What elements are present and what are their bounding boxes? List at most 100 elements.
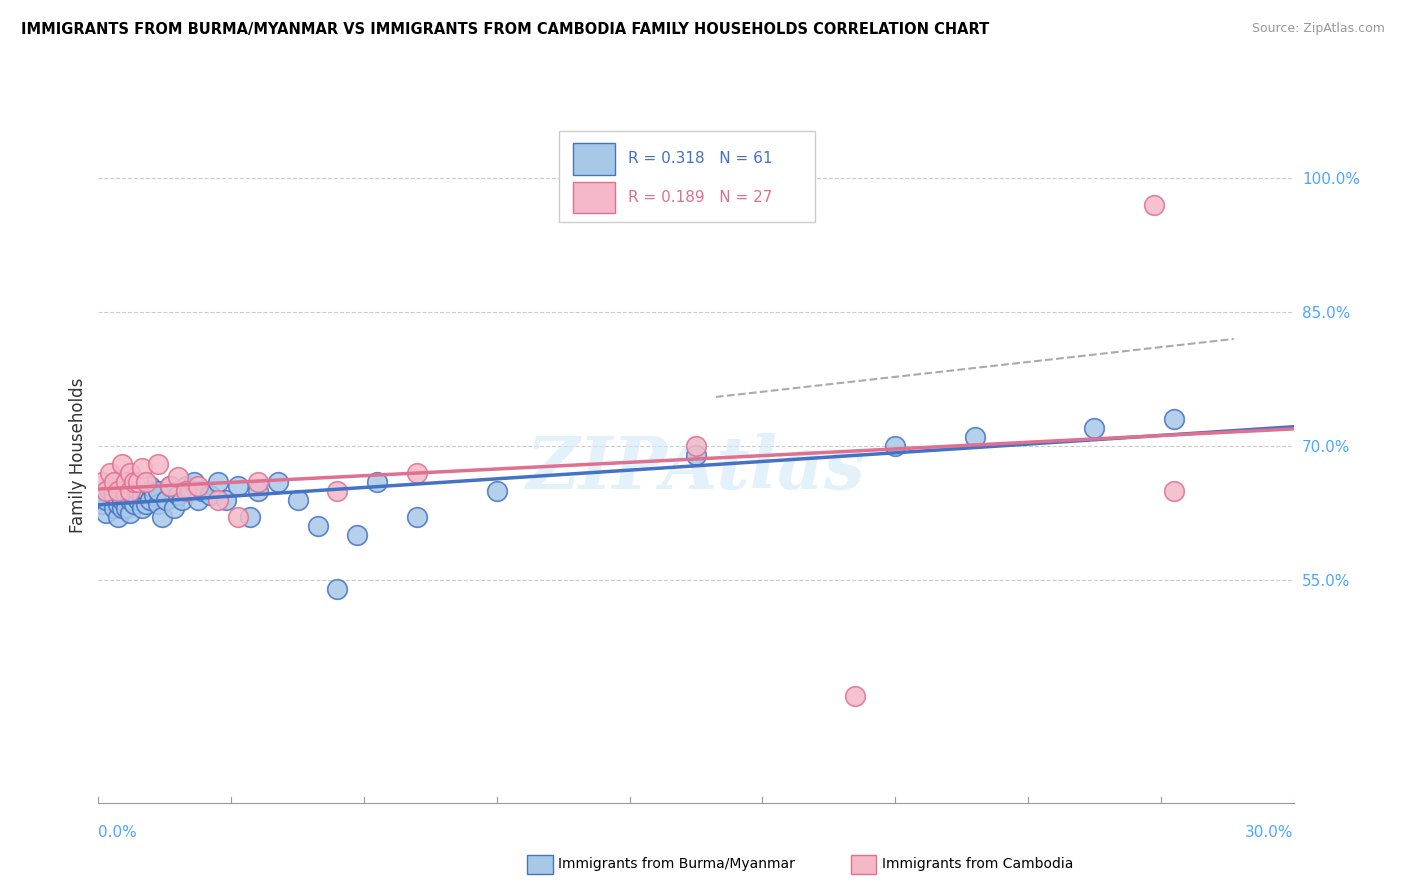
Point	[150, 510, 173, 524]
Text: R = 0.189   N = 27: R = 0.189 N = 27	[628, 190, 772, 205]
Point	[148, 457, 170, 471]
Point	[485, 483, 508, 498]
Text: IMMIGRANTS FROM BURMA/MYANMAR VS IMMIGRANTS FROM CAMBODIA FAMILY HOUSEHOLDS CORR: IMMIGRANTS FROM BURMA/MYANMAR VS IMMIGRA…	[21, 22, 990, 37]
Point	[406, 466, 429, 480]
Point	[127, 492, 149, 507]
Point	[127, 475, 149, 489]
Point	[267, 475, 290, 489]
Point	[174, 479, 197, 493]
Text: Immigrants from Cambodia: Immigrants from Cambodia	[882, 857, 1073, 871]
Point	[187, 492, 209, 507]
Point	[884, 439, 907, 453]
Point	[346, 528, 368, 542]
Point	[163, 501, 186, 516]
Point	[115, 488, 138, 502]
Point	[120, 483, 142, 498]
Point	[246, 483, 269, 498]
Point	[124, 497, 146, 511]
Point	[326, 582, 349, 596]
Point	[107, 510, 129, 524]
Point	[159, 479, 181, 493]
Point	[226, 510, 249, 524]
Point	[115, 501, 138, 516]
Point	[111, 501, 134, 516]
Point	[120, 466, 142, 480]
Point	[366, 475, 388, 489]
Point	[96, 483, 118, 498]
Point	[111, 479, 134, 493]
Point	[207, 492, 229, 507]
Point	[98, 466, 122, 480]
Bar	[572, 144, 614, 175]
Point	[174, 483, 197, 498]
Point	[179, 483, 201, 498]
Point	[131, 488, 153, 502]
Point	[406, 510, 429, 524]
Point	[1143, 198, 1166, 212]
Point	[98, 483, 122, 498]
Point	[98, 479, 122, 493]
Point	[183, 475, 205, 489]
Text: Immigrants from Burma/Myanmar: Immigrants from Burma/Myanmar	[558, 857, 794, 871]
Point	[187, 479, 209, 493]
Point	[287, 492, 309, 507]
Point	[96, 506, 118, 520]
Point	[1163, 483, 1185, 498]
Point	[172, 492, 194, 507]
Point	[143, 488, 166, 502]
Point	[103, 501, 125, 516]
Point	[963, 430, 986, 444]
Point	[246, 475, 269, 489]
Point	[148, 483, 170, 498]
Point	[120, 506, 142, 520]
Point	[844, 689, 866, 703]
Text: 0.0%: 0.0%	[98, 825, 138, 840]
Point	[135, 475, 157, 489]
Point	[107, 479, 129, 493]
Point	[1083, 421, 1105, 435]
Point	[135, 497, 157, 511]
Point	[91, 497, 114, 511]
Point	[239, 510, 262, 524]
Point	[685, 439, 707, 453]
Point	[124, 488, 146, 502]
Point	[103, 475, 125, 489]
Point	[215, 492, 238, 507]
FancyBboxPatch shape	[558, 131, 815, 222]
Point	[111, 492, 134, 507]
Point	[91, 475, 114, 489]
Point	[120, 483, 142, 498]
Point	[96, 492, 118, 507]
Point	[111, 457, 134, 471]
Point	[326, 483, 349, 498]
Point	[107, 497, 129, 511]
Point	[307, 519, 329, 533]
Bar	[572, 182, 614, 213]
Point	[103, 488, 125, 502]
Point	[115, 475, 138, 489]
Point	[107, 483, 129, 498]
Text: Source: ZipAtlas.com: Source: ZipAtlas.com	[1251, 22, 1385, 36]
Text: R = 0.318   N = 61: R = 0.318 N = 61	[628, 151, 772, 166]
Point	[139, 492, 162, 507]
Point	[167, 470, 190, 484]
Point	[685, 448, 707, 462]
Y-axis label: Family Households: Family Households	[69, 377, 87, 533]
Point	[226, 479, 249, 493]
Point	[127, 483, 149, 498]
Point	[131, 461, 153, 475]
Point	[120, 492, 142, 507]
Point	[124, 475, 146, 489]
Point	[207, 475, 229, 489]
Point	[191, 483, 214, 498]
Point	[135, 483, 157, 498]
Point	[155, 492, 177, 507]
Text: 30.0%: 30.0%	[1246, 825, 1294, 840]
Point	[159, 479, 181, 493]
Point	[198, 488, 221, 502]
Point	[148, 497, 170, 511]
Point	[131, 501, 153, 516]
Text: ZIPAtlas: ZIPAtlas	[527, 434, 865, 504]
Point	[139, 479, 162, 493]
Point	[1163, 412, 1185, 426]
